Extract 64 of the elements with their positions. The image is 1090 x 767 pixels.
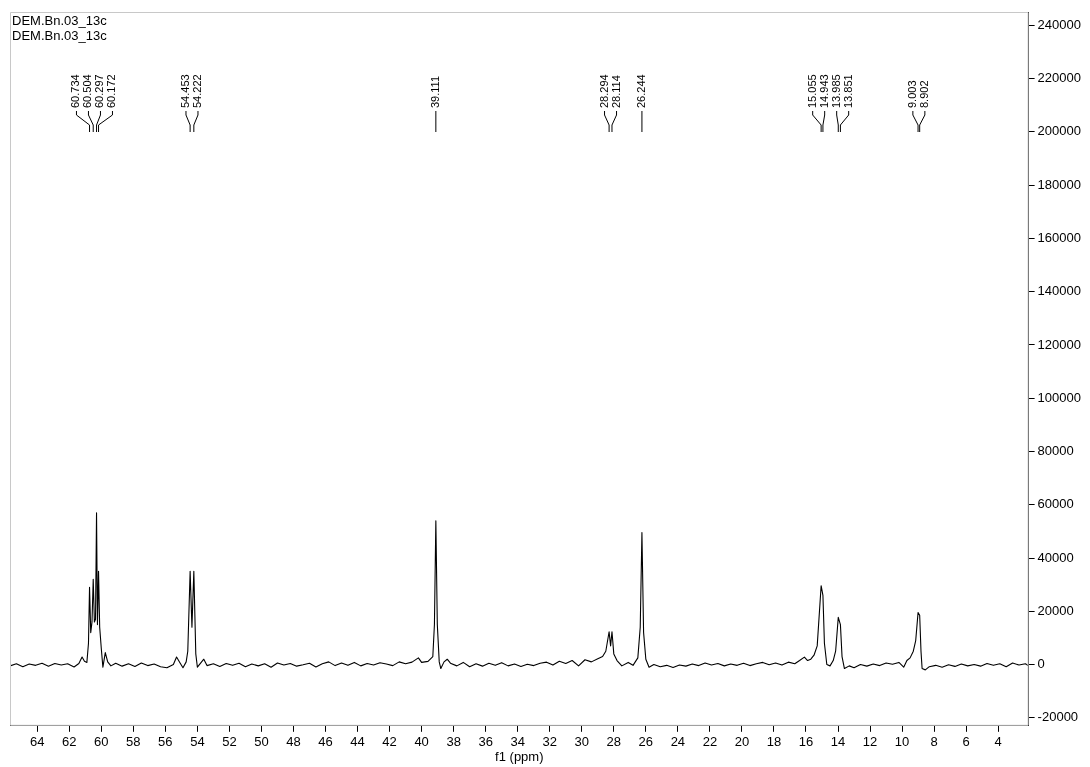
y-tick-label: 180000 (1037, 176, 1082, 192)
annotation: 13.985 (829, 74, 842, 108)
x-tick-label: 58 (126, 734, 141, 750)
x-tick-label: 54 (190, 734, 205, 750)
annotation: 14.943 (817, 74, 830, 108)
annotation: 8.902 (917, 80, 930, 108)
x-tick-label: 48 (286, 734, 301, 750)
x-tick-label: 16 (798, 734, 814, 750)
annotation: 9.003 (905, 80, 918, 108)
x-tick-label: 8 (930, 734, 938, 750)
x-tick-label: 46 (318, 734, 333, 750)
annotation: 15.055 (805, 74, 818, 108)
x-tick-label: 4 (994, 734, 1002, 750)
x-tick-label: 34 (510, 734, 525, 750)
y-tick-label: 60000 (1037, 496, 1074, 512)
y-tick-label: 40000 (1037, 549, 1074, 565)
x-tick-label: 50 (254, 734, 269, 750)
x-tick-label: 56 (158, 734, 173, 750)
annotation: 13.851 (841, 74, 854, 108)
x-tick-label: 38 (446, 734, 461, 750)
y-tick-label: 140000 (1037, 283, 1082, 299)
y-tick-label: 80000 (1037, 443, 1074, 459)
x-tick-label: 10 (894, 734, 910, 750)
y-tick-label: -20000 (1037, 709, 1079, 725)
x-tick-label: 60 (94, 734, 109, 750)
text: DEM.Bn.03_13c (12, 28, 108, 44)
y-tick-label: 220000 (1037, 70, 1082, 86)
annotation: 54.222 (191, 74, 204, 108)
chart-title: DEM.Bn.03_13c (12, 13, 108, 29)
x-tick-label: 32 (542, 734, 557, 750)
x-tick-label: 44 (350, 734, 365, 750)
x-tick-label: 18 (766, 734, 782, 750)
x-tick-label: 24 (670, 734, 686, 750)
y-tick-label: 100000 (1037, 389, 1082, 405)
x-axis-title: f1 (ppm) (495, 748, 544, 764)
annotation: 28.114 (609, 75, 622, 108)
y-tick-label: 0 (1037, 656, 1045, 672)
annotation: 39.111 (428, 75, 441, 108)
y-tick-label: 200000 (1037, 123, 1082, 139)
x-tick-label: 6 (962, 734, 970, 750)
y-tick-label: 160000 (1037, 229, 1082, 245)
annotation: 60.172 (105, 74, 118, 108)
x-tick-label: 20 (734, 734, 750, 750)
x-tick-label: 28 (606, 734, 622, 750)
x-tick-label: 36 (478, 734, 493, 750)
x-tick-label: 64 (29, 734, 45, 750)
x-tick-label: 30 (574, 734, 590, 750)
annotation: 26.244 (634, 74, 647, 108)
x-tick-label: 22 (702, 734, 718, 750)
x-tick-label: 52 (222, 734, 237, 750)
x-tick-label: 40 (414, 734, 429, 750)
x-tick-label: 12 (862, 734, 878, 750)
y-tick-label: 240000 (1037, 16, 1082, 32)
x-tick-label: 62 (62, 734, 77, 750)
x-tick-label: 42 (382, 734, 397, 750)
annotation: 60.297 (93, 74, 106, 108)
x-tick-label: 14 (830, 734, 846, 750)
y-tick-label: 20000 (1037, 602, 1074, 618)
annotation: 60.504 (81, 74, 94, 108)
annotation: 60.734 (69, 74, 82, 108)
x-tick-label: 26 (638, 734, 654, 750)
y-tick-label: 120000 (1037, 336, 1082, 352)
annotation: 28.294 (597, 74, 610, 108)
annotation: 54.453 (179, 74, 192, 108)
